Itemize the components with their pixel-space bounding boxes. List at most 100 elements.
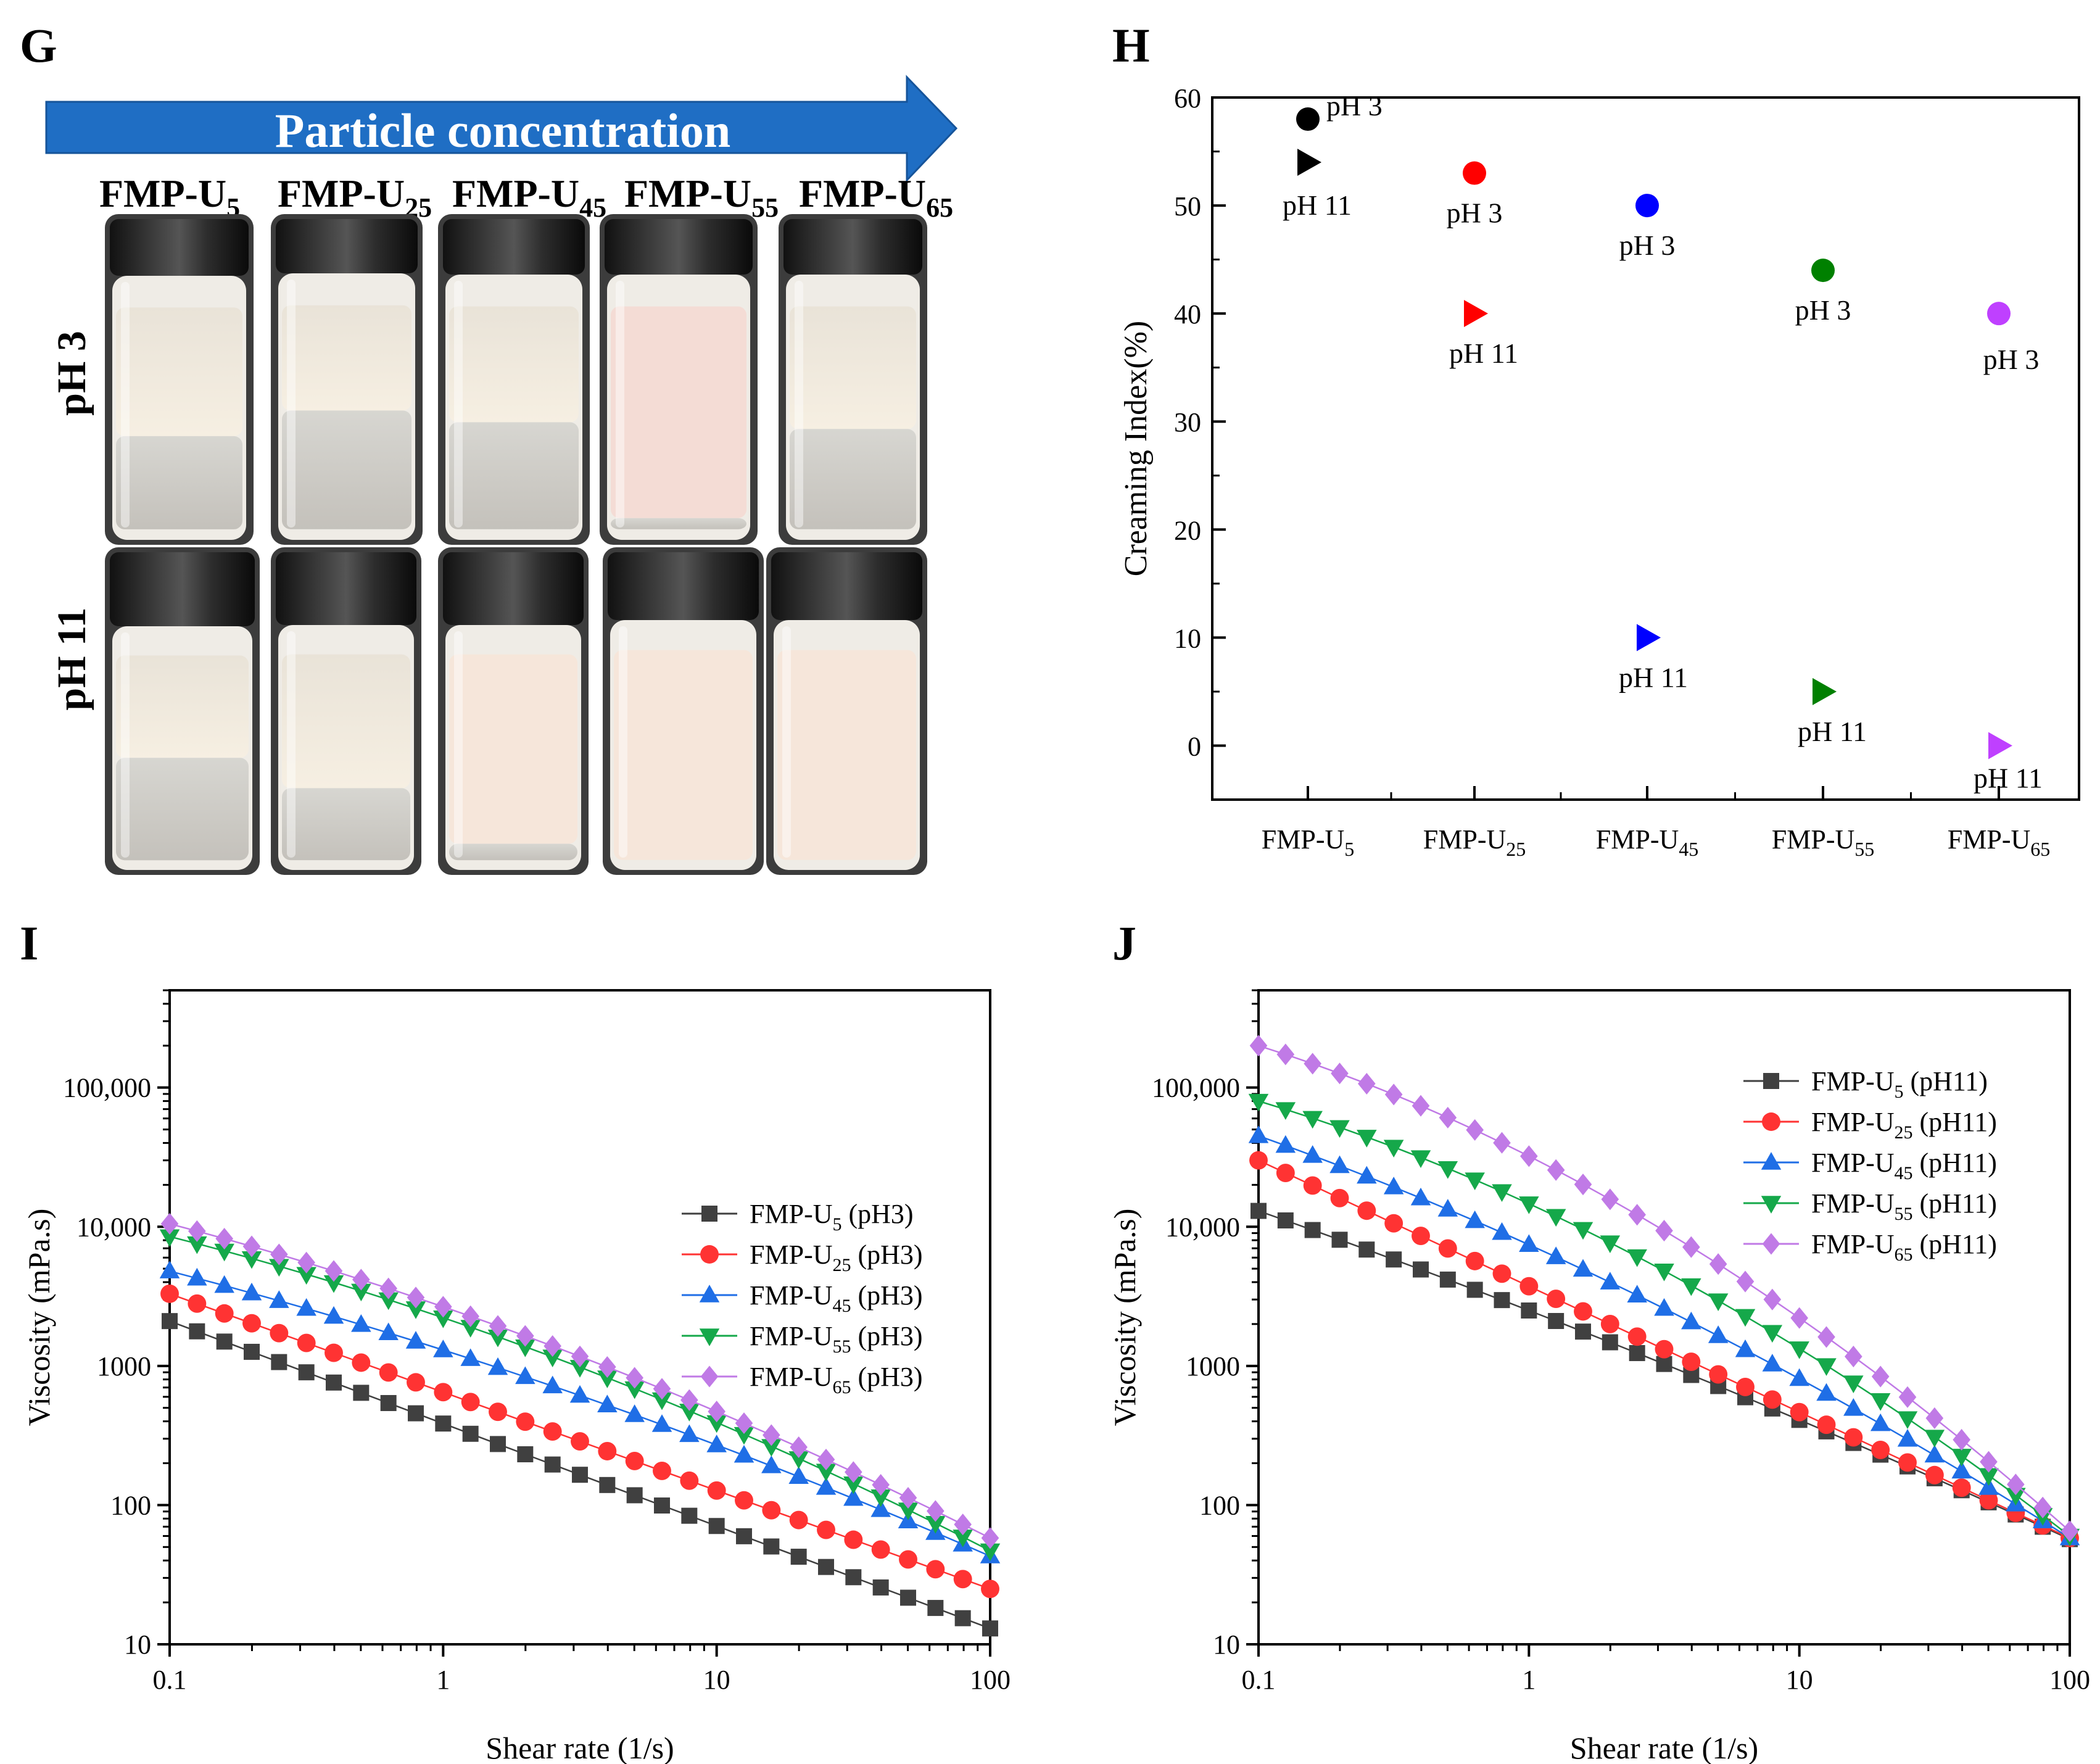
data-point (297, 1251, 315, 1273)
ytick-label: 100 (1199, 1490, 1240, 1520)
row-label-ph11: pH 11 (49, 608, 94, 711)
data-point (1656, 1356, 1672, 1372)
data-point (1627, 1285, 1647, 1302)
data-point (1681, 1278, 1701, 1296)
data-point (1439, 1271, 1456, 1288)
panel-h-label: H (1112, 19, 1150, 72)
data-point (1330, 1188, 1349, 1207)
data-point (1248, 1125, 1269, 1143)
vial-ph11-u55 (603, 547, 764, 875)
data-point (1276, 1164, 1295, 1182)
data-point (790, 1549, 807, 1565)
series-65 (160, 1212, 999, 1549)
xtick-label: 100 (2049, 1665, 2090, 1695)
data-point (1789, 1368, 1809, 1386)
data-point (296, 1298, 316, 1316)
ytick-label: 10,000 (76, 1212, 151, 1242)
data-point (1655, 1220, 1673, 1242)
panel-j-label: J (1112, 916, 1136, 970)
data-point (1573, 1259, 1594, 1277)
data-point (679, 1404, 700, 1422)
data-point (1384, 1214, 1403, 1233)
data-point (487, 1329, 508, 1348)
legend-entry: FMP-U25 (pH11) (1811, 1107, 1997, 1143)
data-point (954, 1610, 971, 1626)
xtick-label: 0.1 (1242, 1665, 1276, 1695)
h-point-label: pH 11 (1798, 716, 1867, 747)
data-point (405, 1331, 426, 1349)
data-point (1383, 1177, 1404, 1195)
h-point-label: pH 3 (1983, 344, 2040, 375)
series-line (169, 1270, 991, 1557)
data-point (297, 1333, 316, 1352)
series-55 (1248, 1093, 2080, 1547)
data-point (460, 1348, 481, 1366)
data-point (1762, 1354, 1783, 1372)
data-point (159, 1229, 180, 1248)
h-point-label: pH 3 (1326, 90, 1383, 122)
data-point (1708, 1293, 1729, 1312)
data-point (651, 1414, 672, 1432)
h-point-ph11-0 (1297, 149, 1321, 176)
data-point (1545, 1246, 1566, 1264)
data-point (1627, 1249, 1647, 1267)
series-line (1258, 1210, 2070, 1540)
data-point (462, 1425, 479, 1442)
data-point (242, 1314, 261, 1333)
data-point (843, 1488, 864, 1506)
legend-entry: FMP-U5 (pH3) (750, 1199, 914, 1235)
data-point (599, 1476, 616, 1493)
data-point (1682, 1236, 1700, 1258)
data-point (325, 1260, 343, 1282)
data-point (1629, 1345, 1645, 1362)
data-point (1817, 1326, 1835, 1348)
data-point (1735, 1309, 1756, 1327)
data-point (433, 1311, 453, 1328)
data-point (1466, 1119, 1484, 1141)
data-point (1817, 1415, 1836, 1435)
series-65 (1249, 1035, 2079, 1542)
sample-label-5: FMP-U5 (99, 172, 240, 223)
data-point (1762, 1325, 1783, 1343)
data-point (954, 1513, 972, 1536)
data-point (189, 1323, 205, 1340)
data-point (460, 1320, 481, 1338)
data-point (1681, 1311, 1701, 1330)
data-point (1736, 1377, 1755, 1396)
data-point (1331, 1062, 1349, 1085)
data-point (1627, 1327, 1647, 1346)
ylabel: Viscosity (mPa.s) (1107, 1209, 1142, 1427)
ytick-label: 1000 (97, 1351, 151, 1381)
data-point (1871, 1440, 1890, 1459)
series-5 (162, 1313, 998, 1637)
h-point-ph3-1 (1463, 161, 1486, 185)
data-point (461, 1393, 480, 1412)
data-point (818, 1559, 834, 1575)
data-point (461, 1305, 479, 1327)
data-point (1709, 1253, 1727, 1275)
h-point-ph3-0 (1296, 107, 1320, 131)
vial-ph11-u25 (271, 547, 421, 875)
data-point (1978, 1468, 1999, 1486)
data-point (763, 1538, 780, 1555)
data-point (1519, 1196, 1539, 1214)
vial-ph11-u65 (766, 547, 927, 875)
data-point (816, 1464, 837, 1481)
data-point (1520, 1145, 1538, 1167)
legend-marker (1763, 1073, 1779, 1089)
svg-text:pH 3: pH 3 (49, 331, 94, 416)
h-point-ph3-2 (1635, 194, 1659, 218)
panel-i-chart: I 0.1 1 10 100 10 100 1000 10,000 100,000 Shear r… (20, 916, 1011, 1764)
data-point (1897, 1411, 1918, 1429)
legend-marker (1761, 1152, 1782, 1170)
h-ytick-label: 60 (1174, 83, 1201, 114)
data-point (162, 1313, 178, 1330)
h-point-label: pH 11 (1449, 337, 1518, 369)
data-point (597, 1394, 618, 1412)
data-point (187, 1267, 207, 1286)
data-point (761, 1456, 782, 1473)
data-point (788, 1451, 809, 1469)
data-point (323, 1275, 344, 1293)
legend-marker (1761, 1196, 1782, 1214)
